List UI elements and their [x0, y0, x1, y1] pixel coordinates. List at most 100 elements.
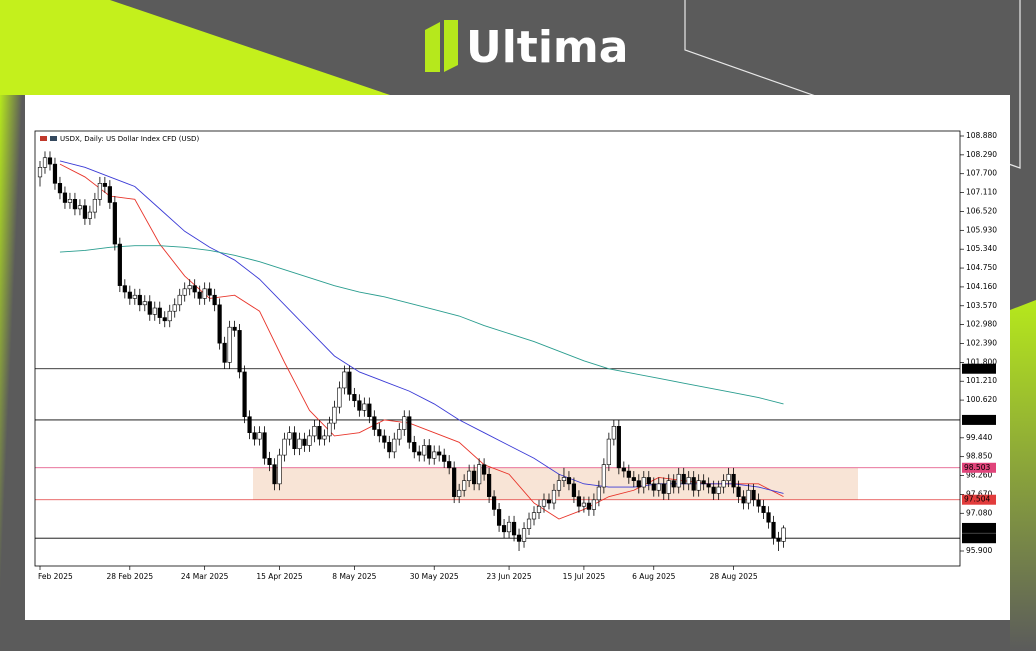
x-tick-label: 8 May 2025: [332, 572, 376, 581]
candle-body: [516, 534, 522, 542]
candle-body: [641, 477, 646, 488]
candle-body: [521, 528, 527, 542]
candle-body: [372, 416, 377, 430]
candle-body: [636, 480, 641, 488]
y-tick-label: 102.390: [966, 339, 997, 348]
candle-body: [611, 426, 616, 440]
x-tick-label: 6 Aug 2025: [632, 572, 675, 581]
candle-body: [107, 186, 112, 203]
plot-frame: [34, 130, 961, 567]
candle-body: [501, 525, 507, 533]
y-tick-label: 107.110: [966, 188, 997, 197]
candle-body: [581, 502, 587, 507]
candle-body: [117, 243, 122, 286]
candle-body: [601, 464, 606, 488]
candle-body: [62, 192, 68, 203]
candle-body: [187, 285, 192, 290]
level-tag: [962, 414, 996, 425]
x-tick-label: 15 Jul 2025: [563, 572, 606, 581]
candle-body: [182, 288, 187, 296]
candle-body: [427, 445, 432, 459]
candle-body: [482, 464, 487, 475]
candle-body: [661, 483, 666, 494]
candle-body: [157, 307, 162, 318]
candle-body: [172, 304, 177, 312]
candle-body: [606, 438, 611, 465]
y-tick-label: 99.440: [966, 433, 992, 442]
price-tag: [962, 522, 996, 533]
y-tick-label: 105.930: [966, 225, 997, 234]
candle-body: [377, 429, 382, 437]
candle-body: [52, 163, 58, 184]
candle-body: [147, 301, 152, 315]
candle-body: [87, 211, 92, 219]
candle-body: [112, 202, 117, 245]
candle-body: [232, 326, 237, 331]
candle-body: [721, 480, 726, 488]
candle-body: [731, 473, 736, 488]
level-label: 101.601: [964, 364, 995, 373]
candle-body: [137, 294, 142, 306]
candle-body: [257, 432, 262, 440]
candle-body: [177, 294, 182, 306]
candle-body: [222, 342, 227, 363]
candle-body: [477, 464, 482, 485]
y-tick-label: 107.700: [966, 169, 997, 178]
candle-body: [292, 432, 297, 449]
candle-body: [142, 301, 147, 306]
candle-body: [591, 499, 596, 510]
y-tick-label: 98.850: [966, 452, 992, 461]
candle-body: [536, 505, 542, 513]
candle-body: [596, 486, 601, 501]
symbol-icon: [50, 136, 57, 141]
candle-body: [656, 483, 661, 491]
candle-body: [472, 470, 477, 485]
accent: [1010, 300, 1036, 651]
candle-body: [741, 496, 746, 504]
candle-body: [457, 489, 462, 497]
candle-body: [681, 473, 686, 485]
candle-body: [437, 451, 442, 456]
price-label: 96.621: [964, 523, 990, 532]
candle-body: [392, 438, 397, 453]
candle-body: [442, 454, 447, 462]
candle-body: [531, 512, 537, 520]
candle-body: [781, 527, 786, 542]
candle-body: [212, 294, 217, 306]
candle-body: [252, 432, 257, 440]
candle-body: [402, 416, 407, 430]
level-tag: [962, 363, 996, 374]
candle-body: [72, 199, 78, 210]
y-tick-label: 104.750: [966, 263, 997, 272]
candle-body: [352, 394, 357, 402]
candle-body: [711, 486, 716, 494]
candle-body: [202, 288, 207, 299]
y-tick-label: 97.670: [966, 489, 992, 498]
candle-body: [282, 438, 287, 456]
candle-body: [307, 435, 312, 446]
chart-title: USDX, Daily: US Dollar Index CFD (USD): [60, 135, 199, 143]
x-tick-label: Feb 2025: [38, 572, 73, 581]
candle-body: [626, 470, 631, 478]
accent: [0, 95, 25, 651]
candle-body: [766, 512, 771, 523]
candle-body: [447, 461, 452, 469]
logo-text: Ultima: [466, 22, 628, 73]
candle-body: [676, 473, 681, 488]
candle-body: [47, 157, 53, 165]
candle-body: [496, 509, 502, 526]
candle-body: [152, 307, 157, 315]
candle-body: [82, 205, 88, 219]
candle-body: [167, 310, 172, 322]
x-tick-label: 15 Apr 2025: [256, 572, 303, 581]
x-tick-label: 28 Aug 2025: [710, 572, 758, 581]
candle-body: [262, 432, 267, 459]
y-tick-label: 95.900: [966, 546, 992, 555]
candle-body: [97, 183, 102, 200]
candle-body: [237, 330, 242, 373]
candle-body: [776, 537, 781, 542]
candle-body: [357, 400, 362, 411]
candle-body: [696, 480, 701, 491]
